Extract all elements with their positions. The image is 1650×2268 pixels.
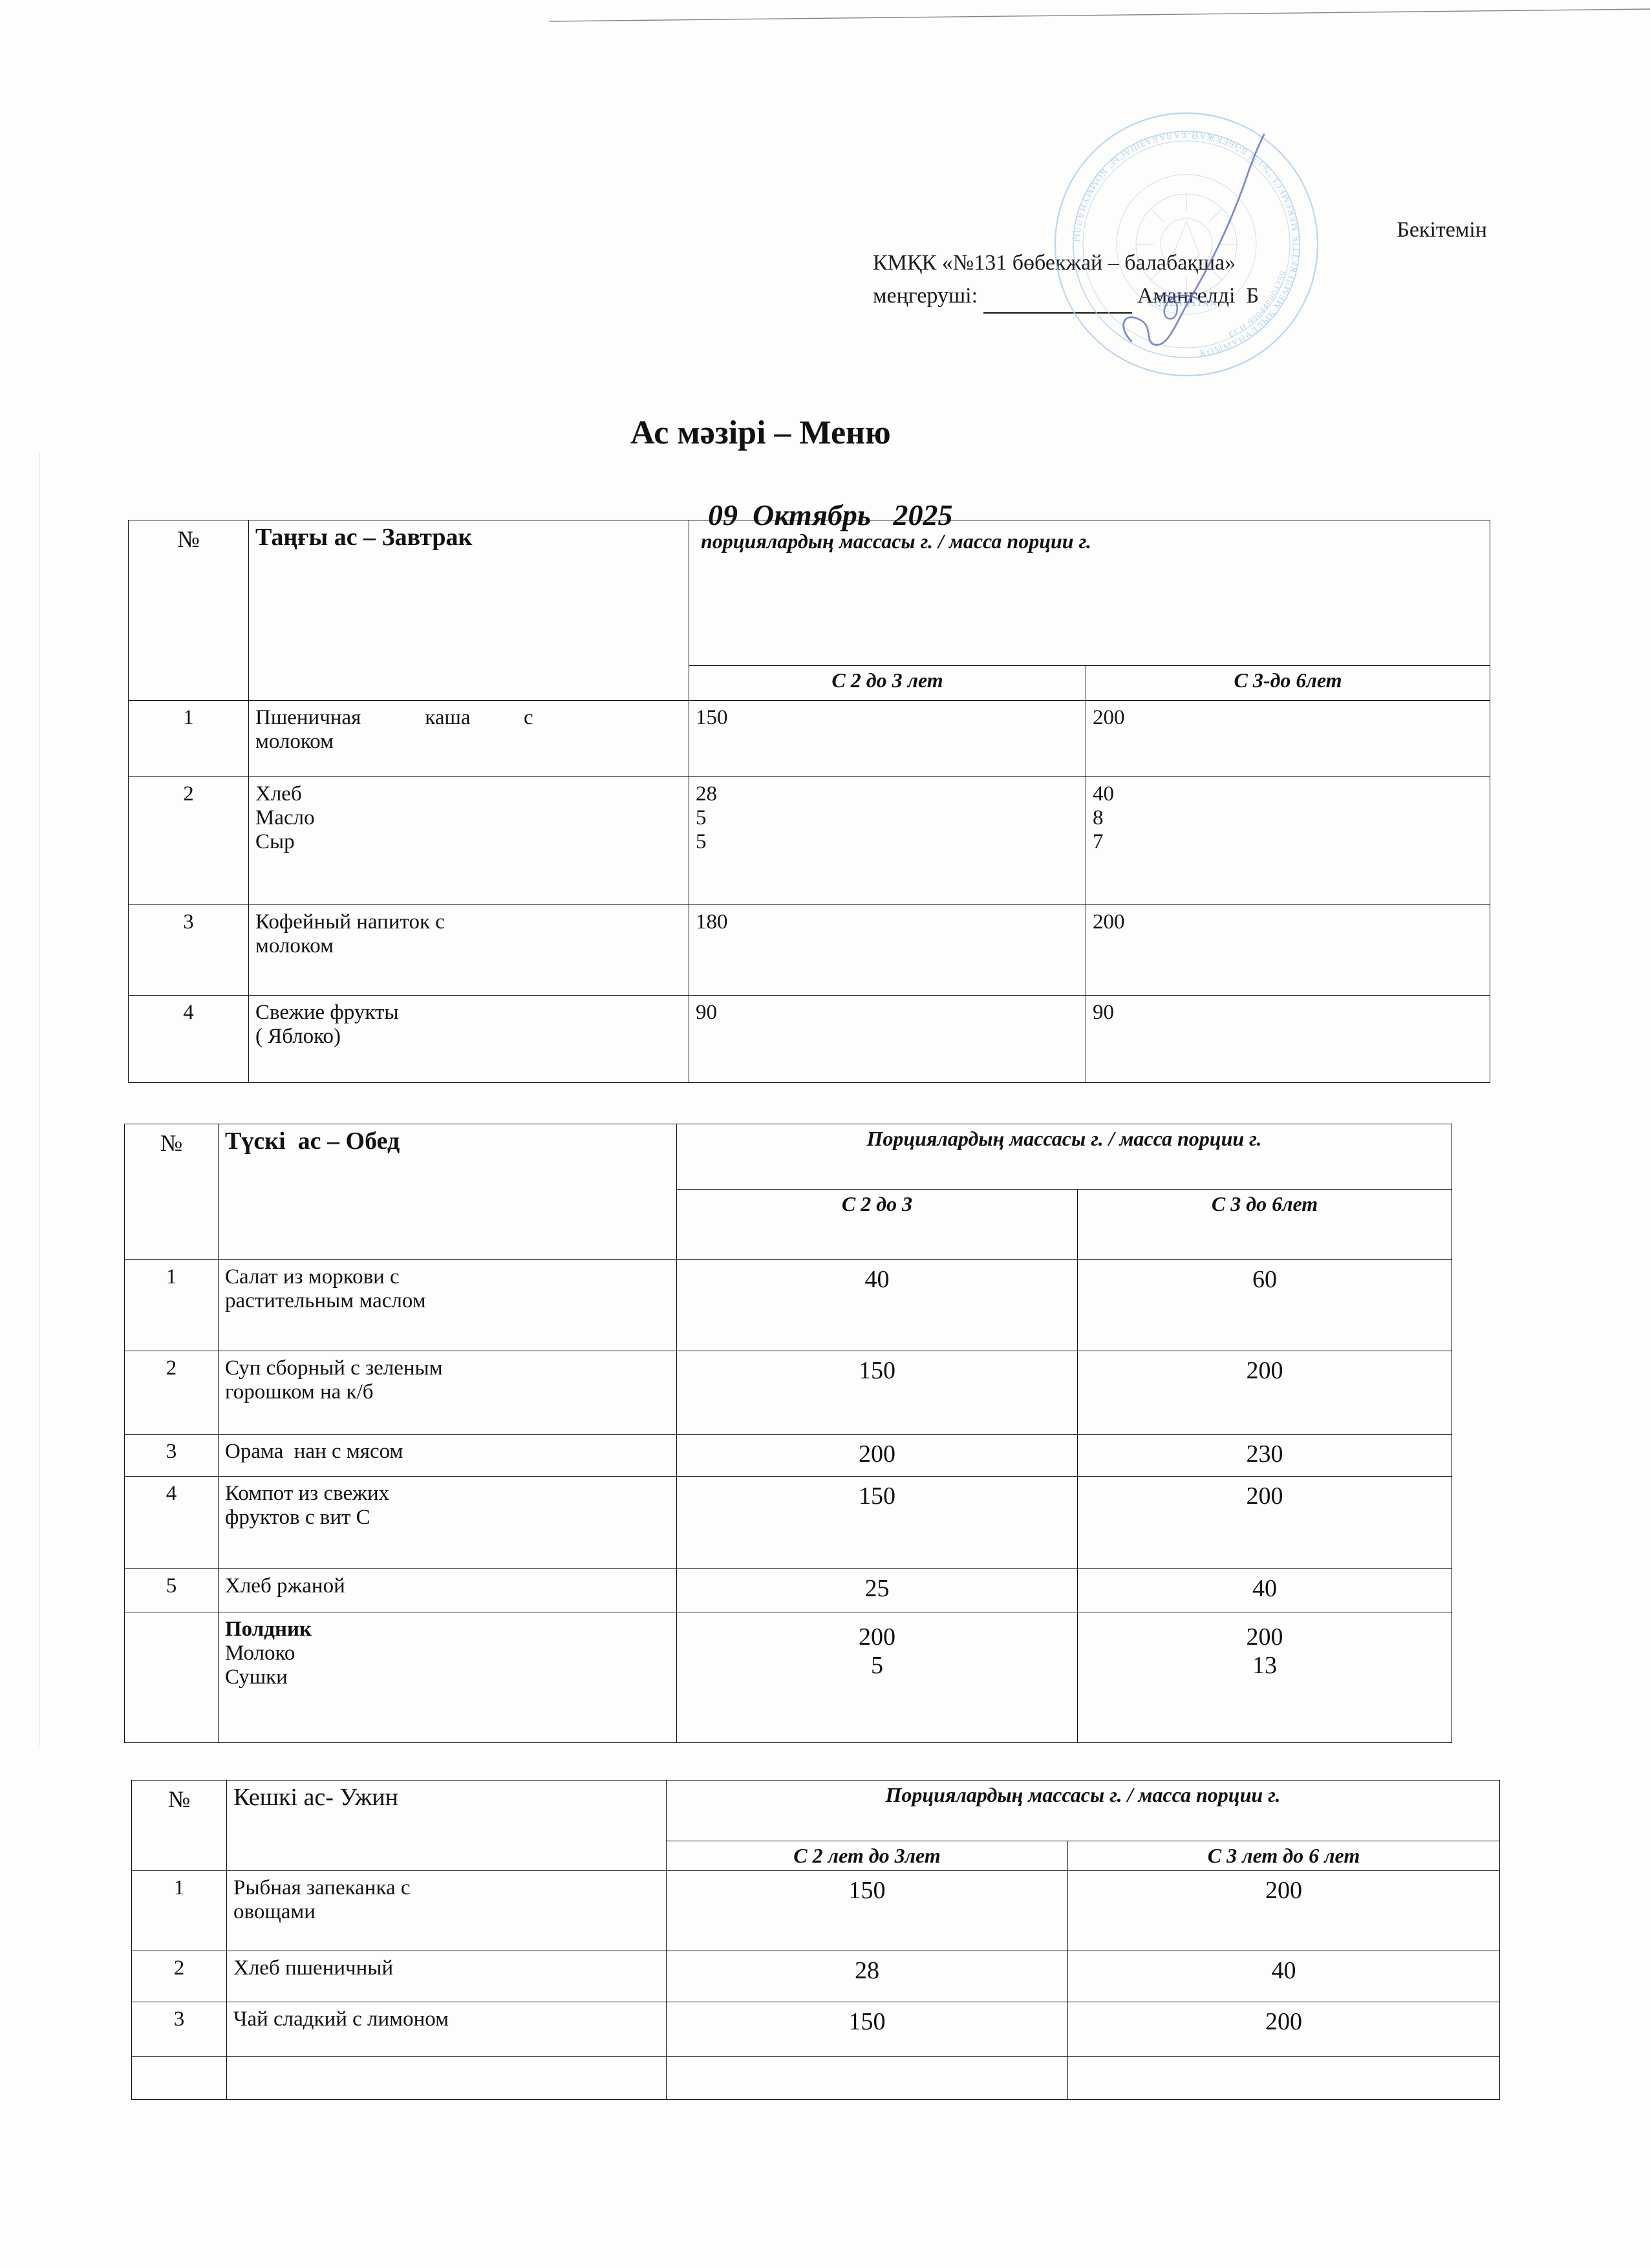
svg-text:КОММУНАЛДЫҚ МЕМЛЕКЕТТІК МЕКЕМЕ: КОММУНАЛДЫҚ МЕМЛЕКЕТТІК МЕКЕМЕСІ "№131 Б… bbox=[1047, 105, 1302, 359]
